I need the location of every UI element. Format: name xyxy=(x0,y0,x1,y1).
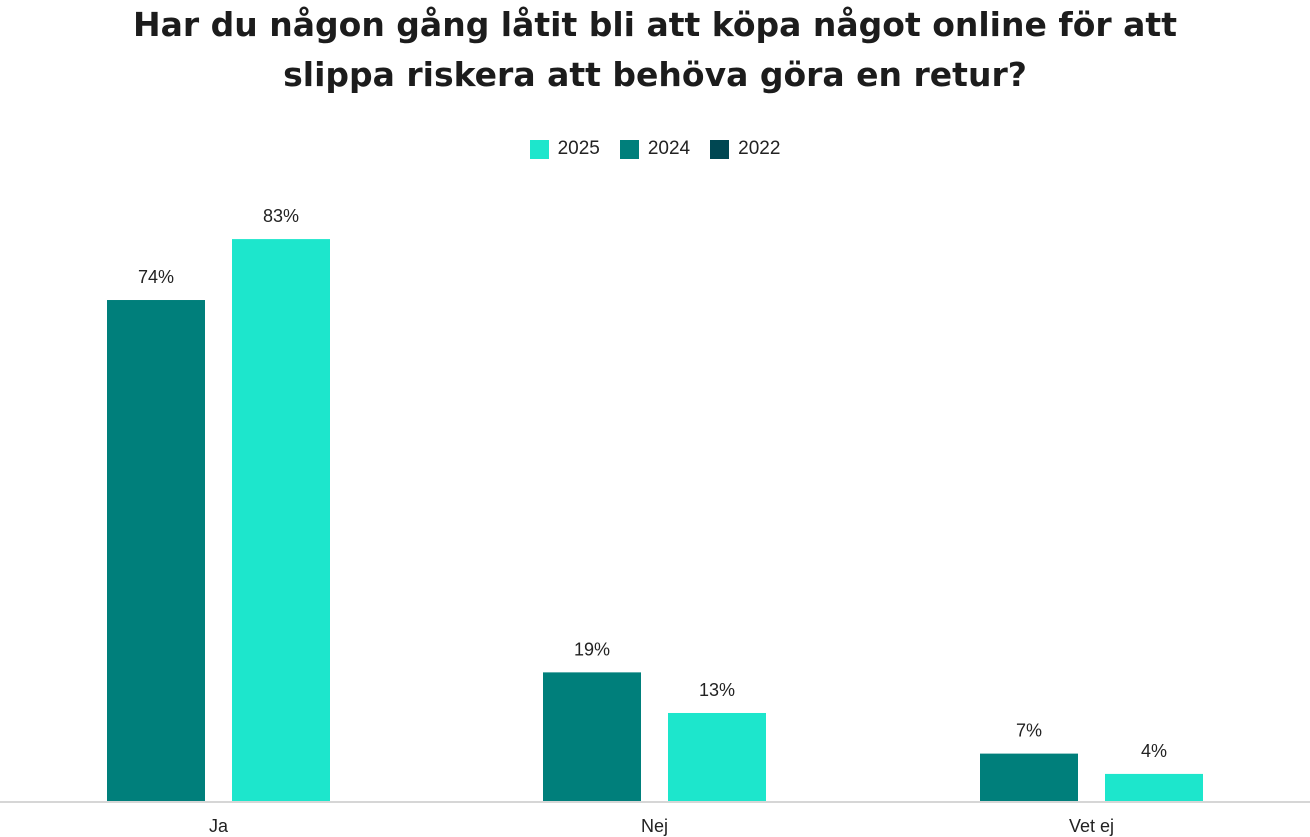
x-tick-label-nej: Nej xyxy=(641,816,668,836)
legend-item-2022[interactable]: 2022 xyxy=(710,138,780,160)
bar-vet-ej-2024[interactable] xyxy=(980,753,1078,801)
chart-title-line-1: Har du någon gång låtit bli att köpa någ… xyxy=(133,5,1177,44)
legend-swatch-2024 xyxy=(619,139,639,159)
legend-item-2024[interactable]: 2024 xyxy=(619,138,691,160)
chart-title-line-2: slippa riskera att behöva göra en retur? xyxy=(283,55,1027,94)
x-tick-label-ja: Ja xyxy=(209,816,229,836)
legend-swatch-2025 xyxy=(529,139,549,159)
legend-label-2022: 2022 xyxy=(738,138,781,159)
data-label-nej-2024: 19% xyxy=(574,639,610,659)
bar-nej-2024[interactable] xyxy=(543,672,641,801)
legend-item-2025[interactable]: 2025 xyxy=(529,138,600,160)
chart-title: Har du någon gång låtit bli att köpa någ… xyxy=(0,0,1310,100)
bar-ja-2024[interactable] xyxy=(107,300,205,801)
legend-swatch-2022 xyxy=(710,139,730,159)
legend-label-2024: 2024 xyxy=(647,138,691,159)
data-label-nej-2025: 13% xyxy=(699,680,735,700)
data-label-vet-ej-2024: 7% xyxy=(1016,721,1042,741)
bar-nej-2025[interactable] xyxy=(668,712,766,801)
data-label-ja-2024: 74% xyxy=(138,267,174,287)
legend-label-2025: 2025 xyxy=(557,138,600,159)
legend: 2025 2024 2022 xyxy=(0,138,1310,160)
x-tick-label-vet-ej: Vet ej xyxy=(1069,816,1114,836)
data-label-vet-ej-2025: 4% xyxy=(1141,741,1167,761)
data-label-ja-2025: 83% xyxy=(263,206,299,226)
bar-ja-2025[interactable] xyxy=(232,239,330,802)
bar-vet-ej-2025[interactable] xyxy=(1105,773,1203,801)
